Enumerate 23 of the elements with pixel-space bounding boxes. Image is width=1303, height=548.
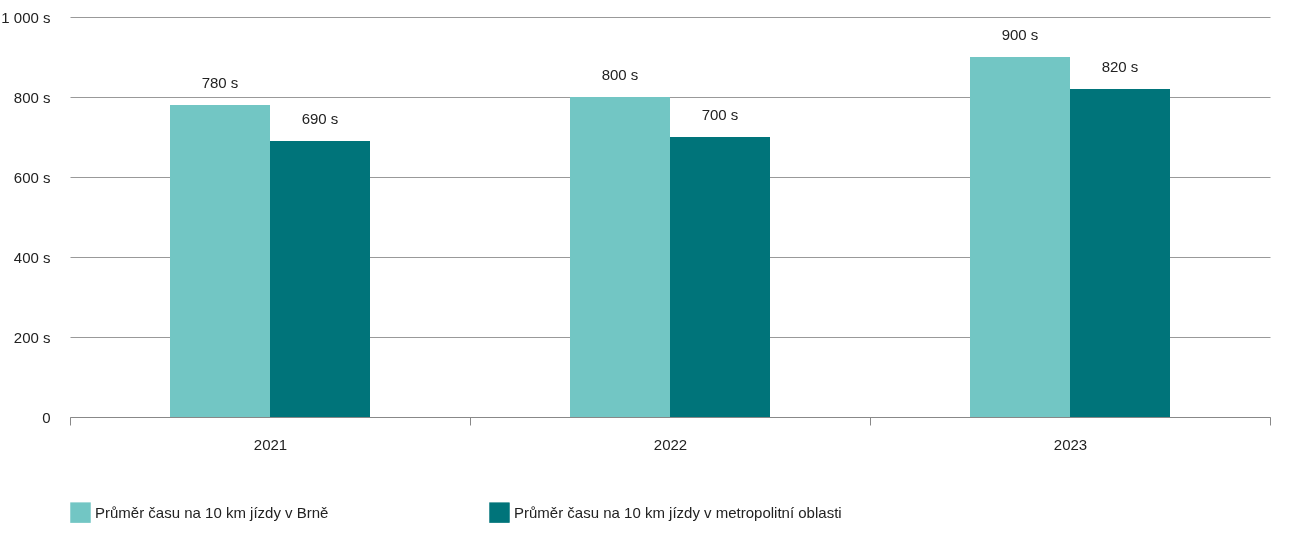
- y-tick-label: 400 s: [13, 248, 51, 266]
- data-label: 780 s: [201, 74, 239, 91]
- x-tick-label: 2022: [653, 435, 688, 453]
- bar: [1070, 89, 1170, 417]
- x-tick-label: 2023: [1053, 435, 1088, 453]
- y-tick-label: 1 000 s: [1, 8, 51, 26]
- data-label: 800 s: [601, 66, 639, 83]
- legend-label: Průměr času na 10 km jízdy v metropolitní oblasti: [514, 503, 842, 521]
- data-label: 820 s: [1101, 58, 1139, 75]
- data-label: 690 s: [301, 110, 339, 127]
- bar: [270, 141, 370, 417]
- legend-label: Průměr času na 10 km jízdy v Brně: [95, 503, 329, 521]
- y-tick-label: 600 s: [13, 168, 51, 186]
- x-tick-label: 2021: [253, 435, 288, 453]
- data-label: 900 s: [1001, 26, 1039, 43]
- y-tick-label: 0: [42, 408, 51, 426]
- bar: [570, 97, 670, 417]
- y-tick-label: 200 s: [13, 328, 51, 346]
- bar: [170, 105, 270, 417]
- bar: [670, 137, 770, 417]
- data-label: 700 s: [701, 106, 739, 123]
- bar: [970, 57, 1070, 417]
- y-tick-label: 800 s: [13, 88, 51, 106]
